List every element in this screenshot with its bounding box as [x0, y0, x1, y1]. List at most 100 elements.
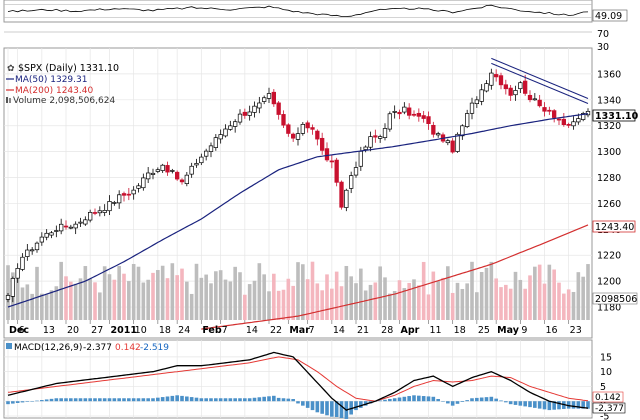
volume-bar: [160, 265, 165, 320]
candle-body: [136, 185, 141, 189]
ma200-value-tag: 1243.40: [592, 220, 636, 233]
candle-body: [218, 134, 223, 140]
candle-body: [382, 128, 388, 138]
volume-bar: [73, 283, 78, 320]
volume-bar: [310, 261, 315, 320]
volume-bar: [296, 262, 300, 320]
macd-histogram-bar: [243, 398, 247, 402]
macd-histogram-bar: [533, 401, 537, 408]
macd-histogram-bar: [218, 398, 223, 402]
candle-body: [320, 137, 325, 151]
macd-histogram-bar: [175, 395, 179, 402]
candle-body: [44, 232, 49, 238]
volume-swatch-bar: [9, 98, 11, 103]
macd-histogram-bar: [402, 396, 407, 402]
volume-value: 2098506: [595, 294, 637, 305]
macd-histogram-bar: [98, 398, 102, 402]
volume-bar: [102, 266, 107, 320]
price-tick-label: 1200: [597, 277, 621, 288]
volume-bar: [566, 289, 571, 320]
x-tick-label: 7: [222, 325, 228, 336]
last-price-value: 1331.10: [595, 111, 639, 122]
candle-body: [552, 110, 557, 118]
macd-histogram-bar: [180, 395, 184, 402]
volume-bar: [35, 266, 39, 320]
macd-histogram-bar: [518, 401, 523, 406]
volume-bar: [6, 265, 10, 320]
volume-bar: [223, 279, 228, 320]
volume-bar: [441, 277, 445, 320]
volume-bar: [330, 288, 334, 320]
candle-body: [523, 80, 528, 94]
candle-body: [349, 175, 354, 189]
volume-bar: [339, 286, 344, 320]
x-tick-label: 16: [546, 325, 558, 336]
rsi-level-70: 70: [597, 29, 609, 40]
volume-bar: [421, 261, 426, 320]
macd-histogram-bar: [107, 398, 112, 402]
macd-histogram-bar: [571, 401, 576, 409]
candle-body: [556, 118, 562, 121]
volume-bar: [69, 281, 73, 320]
volume-bar: [499, 287, 503, 320]
candle-body: [368, 136, 373, 148]
volume-bar: [151, 272, 155, 320]
candle-body: [10, 278, 15, 297]
candle-body: [484, 83, 489, 92]
macd-histogram-bar: [378, 400, 382, 402]
candle-body: [252, 105, 257, 113]
candle-body: [165, 165, 170, 173]
legend-symbol: $SPX (Daily) 1331.10: [18, 63, 119, 74]
macd-tick-label: 5: [600, 382, 606, 393]
macd-histogram: [6, 395, 590, 419]
x-tick-label: 14: [333, 325, 345, 336]
candle-body: [494, 74, 499, 78]
volume-bar: [252, 280, 257, 320]
macd-histogram-bar: [508, 401, 513, 405]
candle-body: [566, 124, 571, 126]
candle-body: [131, 189, 136, 195]
macd-histogram-bar: [199, 398, 204, 402]
volume-bar: [455, 282, 460, 320]
candle-body: [358, 151, 363, 167]
candle-body: [489, 72, 494, 86]
macd-histogram-bar: [334, 401, 339, 417]
macd-histogram-bar: [479, 397, 484, 402]
volume-bar: [54, 286, 59, 320]
macd-histogram-bar: [397, 397, 402, 402]
candle-body: [194, 163, 199, 166]
candle-body: [150, 172, 156, 175]
volume-bar: [402, 288, 407, 320]
volume-bar: [233, 266, 237, 320]
volume-bar: [417, 285, 421, 320]
volume-bar: [494, 278, 498, 320]
x-tick-label: Dec: [9, 325, 29, 336]
macd-value-1: -2.377: [83, 343, 112, 353]
candle-body: [228, 125, 233, 130]
candle-body: [508, 87, 513, 96]
volume-bar: [533, 266, 537, 320]
macd-histogram-bar: [209, 398, 213, 402]
volume-bar: [165, 278, 170, 320]
rsi-line: [7, 4, 589, 17]
candle-body: [102, 210, 107, 213]
candle-body: [392, 111, 397, 113]
volume-bar: [397, 280, 402, 320]
candle-body: [295, 133, 301, 140]
macd-tick-label: 10: [600, 367, 612, 378]
x-tick-label: 24: [178, 325, 190, 336]
x-tick-label: Apr: [401, 325, 420, 336]
volume-bar: [576, 272, 581, 320]
macd-histogram-bar: [20, 401, 25, 403]
candle-body: [73, 223, 78, 229]
candle-body: [291, 133, 296, 139]
macd-histogram-bar: [460, 401, 465, 402]
legend-volume: Volume 2,098,506,624: [13, 96, 115, 106]
volume-bar: [407, 282, 411, 320]
volume-bar: [571, 291, 576, 320]
candle-body: [25, 249, 30, 257]
volume-bar: [30, 293, 34, 320]
candle-body: [547, 109, 552, 112]
volume-bar: [107, 274, 112, 320]
